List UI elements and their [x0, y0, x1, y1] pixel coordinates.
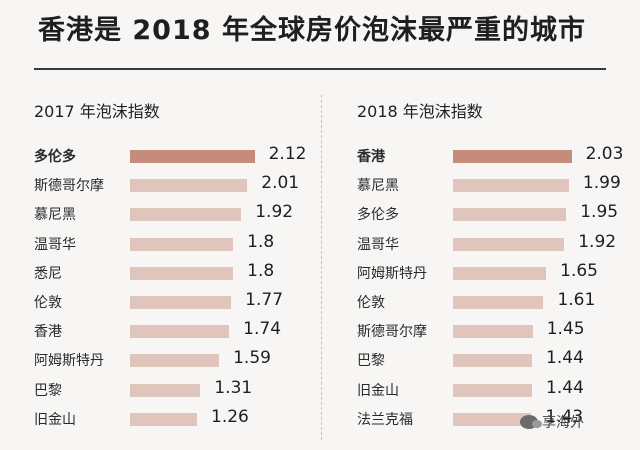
bar-row: 多伦多 1.95: [357, 201, 640, 227]
bar: [453, 266, 547, 280]
bar: [130, 412, 197, 426]
value-label: 1.44: [546, 348, 584, 369]
bar-row: 慕尼黑 1.99: [357, 172, 640, 198]
bar: [130, 325, 230, 339]
bar: [130, 237, 234, 251]
bar: [453, 383, 533, 397]
value-label: 1.95: [580, 202, 619, 223]
bar: [453, 208, 567, 222]
bar-row: 巴黎 1.31: [34, 377, 324, 403]
bar-row: 温哥华 1.8: [34, 231, 324, 257]
value-label: 1.8: [247, 231, 275, 252]
value-label: 1.99: [582, 173, 621, 194]
value-label: 2.01: [261, 173, 300, 194]
value-label: 1.26: [211, 406, 249, 427]
bar: [130, 150, 255, 163]
value-label: 1.92: [255, 202, 294, 223]
category-label: 悉尼: [34, 265, 62, 282]
category-label: 旧金山: [34, 411, 76, 428]
value-label: 1.77: [245, 290, 284, 310]
category-label: 阿姆斯特丹: [34, 353, 104, 370]
value-label: 2.12: [268, 144, 307, 164]
category-label: 巴黎: [34, 382, 62, 399]
bar: [453, 412, 532, 426]
category-label: 慕尼黑: [357, 178, 399, 195]
value-label: 1.74: [243, 319, 282, 340]
category-label: 斯德哥尔摩: [357, 324, 427, 341]
value-label: 1.44: [546, 377, 584, 398]
value-label: 1.31: [214, 377, 253, 398]
bar-row: 阿姆斯特丹 1.59: [34, 347, 324, 373]
bar-row: 香港 1.74: [34, 318, 324, 344]
value-label: 1.61: [557, 290, 596, 310]
bar: [453, 179, 569, 193]
category-label: 阿姆斯特丹: [357, 265, 427, 282]
bar-row: 旧金山 1.26: [34, 406, 324, 432]
bar-row: 多伦多 2.12: [34, 143, 324, 169]
bar-row: 法兰克福 1.43: [357, 406, 640, 432]
bar: [130, 179, 248, 193]
category-label: 多伦多: [34, 149, 76, 165]
bar: [130, 266, 234, 280]
chart-title-2017: 2017 年泡沫指数: [34, 102, 160, 121]
bar-row: 伦敦 1.77: [34, 289, 324, 315]
panel-divider: [321, 95, 322, 440]
category-label: 法兰克福: [357, 411, 413, 428]
value-label: 1.8: [247, 260, 275, 281]
bar-row: 斯德哥尔摩 2.01: [34, 172, 324, 198]
bar-row: 温哥华 1.92: [357, 231, 640, 257]
category-label: 多伦多: [357, 207, 399, 224]
category-label: 温哥华: [357, 236, 399, 253]
bar-row: 巴黎 1.44: [357, 347, 640, 373]
bar-row: 香港 2.03: [357, 143, 640, 169]
bar: [130, 383, 201, 397]
bar-row: 旧金山 1.44: [357, 377, 640, 403]
category-label: 伦敦: [357, 295, 385, 311]
chart-title-2018: 2018 年泡沫指数: [357, 102, 483, 121]
bar-row: 慕尼黑 1.92: [34, 201, 324, 227]
bar: [453, 325, 533, 339]
category-label: 伦敦: [34, 295, 62, 311]
watermark: 享海外: [520, 412, 584, 432]
value-label: 1.43: [545, 406, 584, 427]
category-label: 旧金山: [357, 382, 399, 399]
bar-row: 悉尼 1.8: [34, 260, 324, 286]
category-label: 温哥华: [34, 236, 76, 253]
category-label: 慕尼黑: [34, 207, 76, 224]
value-label: 2.03: [585, 144, 624, 164]
category-label: 斯德哥尔摩: [34, 178, 104, 195]
category-label: 巴黎: [357, 353, 385, 370]
page-title: 香港是 2018 年全球房价泡沫最严重的城市: [38, 15, 586, 46]
value-label: 1.65: [560, 260, 598, 281]
bar: [453, 354, 533, 368]
wechat-icon: [520, 415, 542, 429]
bar: [453, 237, 565, 251]
category-label: 香港: [34, 324, 62, 341]
watermark-text: 享海外: [542, 415, 584, 431]
bar-row: 伦敦 1.61: [357, 289, 640, 315]
value-label: 1.59: [233, 348, 271, 369]
category-label: 香港: [357, 149, 385, 165]
value-label: 1.45: [546, 319, 585, 340]
bar: [453, 150, 572, 163]
bar: [130, 354, 220, 368]
bar-row: 斯德哥尔摩 1.45: [357, 318, 640, 344]
bar: [453, 296, 544, 309]
title-rule: [34, 68, 606, 70]
value-label: 1.92: [578, 231, 617, 252]
bar: [130, 296, 232, 309]
bar: [130, 208, 242, 222]
bar-row: 阿姆斯特丹 1.65: [357, 260, 640, 286]
